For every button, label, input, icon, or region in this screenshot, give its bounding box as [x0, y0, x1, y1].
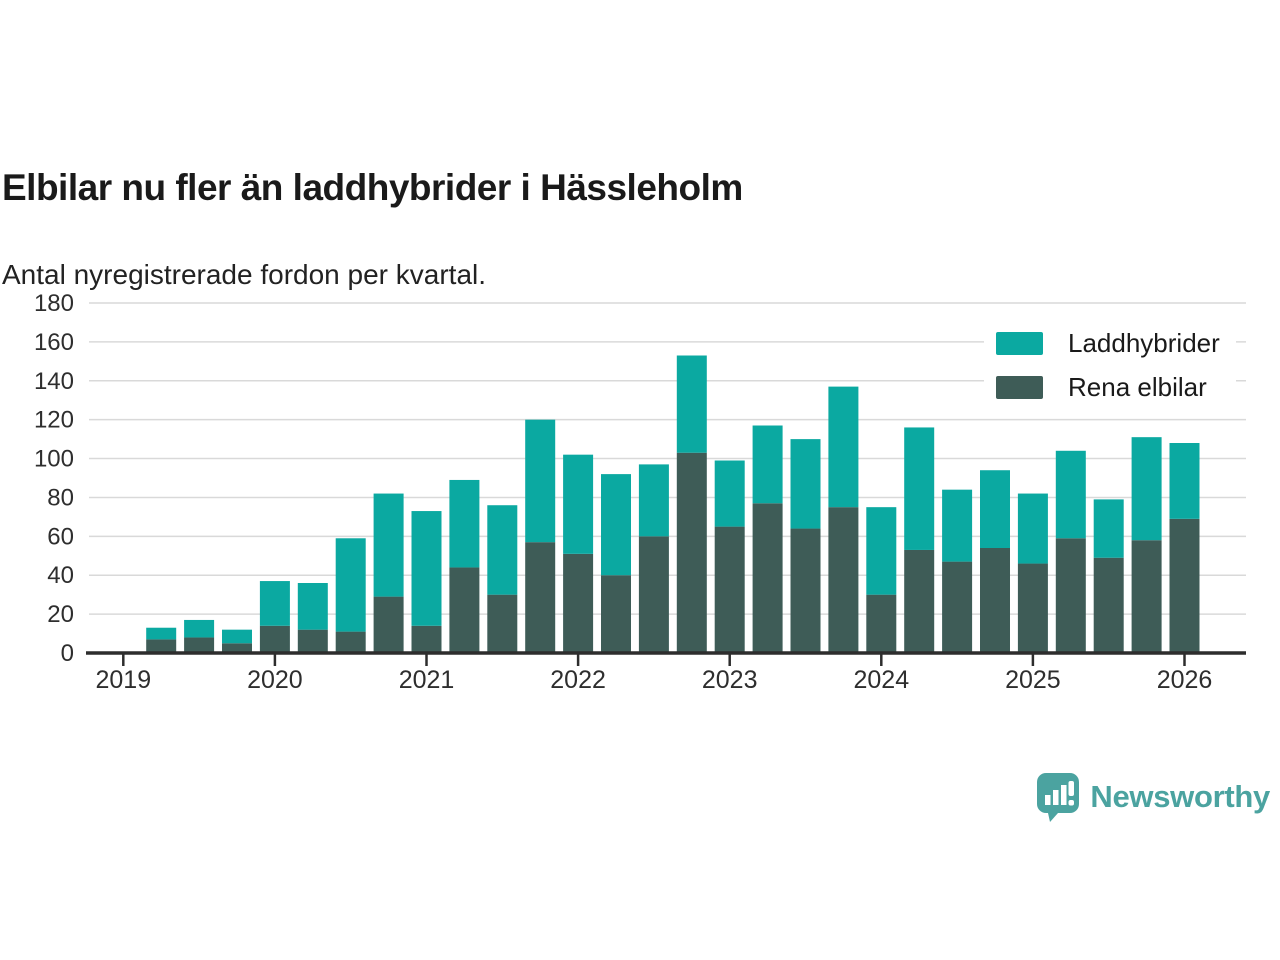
bar-segment-rena-elbilar [752, 503, 783, 653]
bars [146, 355, 1200, 653]
bar-segment-rena-elbilar [1169, 518, 1200, 653]
bar-segment-laddhybrider [146, 627, 177, 640]
bar-segment-rena-elbilar [449, 567, 480, 653]
bar-segment-rena-elbilar [525, 542, 556, 653]
bar-segment-rena-elbilar [184, 637, 215, 653]
newsworthy-brand-logo: Newsworthy [1035, 771, 1270, 823]
legend-item-label: Rena elbilar [1068, 372, 1207, 402]
bar-segment-rena-elbilar [411, 625, 442, 653]
bar-segment-laddhybrider [676, 355, 707, 453]
bar-segment-rena-elbilar [638, 536, 669, 653]
bar-segment-rena-elbilar [676, 452, 707, 653]
bar-segment-rena-elbilar [335, 631, 366, 653]
bar-segment-laddhybrider [411, 511, 442, 626]
bar-segment-laddhybrider [904, 427, 935, 550]
bar-segment-laddhybrider [942, 489, 973, 562]
page-subtitle: Antal nyregistrerade fordon per kvartal. [2, 259, 487, 290]
x-axis-tick-label: 2019 [95, 666, 151, 694]
x-axis-tick-label: 2020 [247, 666, 303, 694]
bar-segment-rena-elbilar [866, 594, 897, 653]
bar-segment-laddhybrider [449, 479, 480, 568]
bar-segment-rena-elbilar [563, 553, 594, 653]
bar-segment-rena-elbilar [1131, 540, 1162, 653]
bar-segment-laddhybrider [563, 454, 594, 554]
bar-segment-laddhybrider [335, 538, 366, 632]
bar-segment-rena-elbilar [1055, 538, 1086, 653]
bar-segment-laddhybrider [980, 470, 1010, 548]
chart-legend: Laddhybrider Rena elbilar [984, 320, 1236, 413]
bar-segment-laddhybrider [1055, 450, 1086, 539]
x-axis-tick-label: 2026 [1157, 666, 1213, 694]
bar-segment-laddhybrider [1131, 437, 1162, 541]
x-axis-tick-label: 2022 [550, 666, 606, 694]
bar-segment-laddhybrider [638, 464, 669, 537]
bar-segment-rena-elbilar [601, 575, 631, 653]
bar-segment-laddhybrider [184, 619, 215, 638]
bar-segment-rena-elbilar [714, 526, 745, 653]
bar-segment-rena-elbilar [373, 596, 404, 653]
bar-segment-rena-elbilar [487, 594, 518, 653]
legend-item-rena-elbilar: Rena elbilar [996, 372, 1220, 403]
bar-segment-laddhybrider [866, 507, 897, 595]
bar-segment-laddhybrider [222, 629, 252, 644]
bar-segment-rena-elbilar [942, 561, 973, 653]
bar-segment-laddhybrider [790, 439, 821, 529]
bar-segment-rena-elbilar [904, 549, 935, 653]
legend-swatch-rena-elbilar [996, 376, 1043, 399]
y-axis-tick-label: 40 [47, 562, 74, 589]
bar-segment-laddhybrider [828, 386, 859, 508]
bar-segment-laddhybrider [1169, 443, 1200, 519]
x-axis-tick-label: 2023 [702, 666, 758, 694]
bar-segment-laddhybrider [259, 581, 290, 626]
bar-segment-laddhybrider [601, 474, 631, 576]
bar-segment-laddhybrider [752, 425, 783, 504]
x-axis-tick-label: 2025 [1005, 666, 1061, 694]
bar-segment-laddhybrider [525, 419, 556, 543]
page-title: Elbilar nu fler än laddhybrider i Hässle… [2, 166, 743, 208]
bar-segment-rena-elbilar [980, 548, 1010, 653]
bar-segment-rena-elbilar [828, 507, 859, 653]
bar-segment-laddhybrider [714, 460, 745, 527]
y-axis-tick-label: 180 [34, 290, 74, 317]
legend-swatch-laddhybrider [996, 332, 1043, 355]
legend-item-label: Laddhybrider [1068, 328, 1220, 358]
y-axis-tick-label: 120 [34, 407, 74, 434]
y-axis-tick-label: 0 [61, 640, 74, 667]
y-axis-tick-label: 60 [47, 523, 74, 550]
x-axis-tick-label: 2021 [399, 666, 455, 694]
x-axis-tick-label: 2024 [853, 666, 909, 694]
y-axis-tick-label: 80 [47, 484, 74, 511]
bar-segment-rena-elbilar [790, 528, 821, 653]
y-axis-tick-label: 140 [34, 368, 74, 395]
bar-segment-rena-elbilar [146, 639, 177, 653]
bar-segment-laddhybrider [297, 583, 328, 630]
bar-segment-laddhybrider [373, 493, 404, 597]
y-axis-tick-label: 100 [34, 446, 74, 473]
bar-segment-rena-elbilar [1017, 563, 1048, 653]
bar-segment-laddhybrider [487, 505, 518, 595]
bar-segment-rena-elbilar [1093, 557, 1124, 653]
y-axis-tick-label: 20 [47, 601, 74, 628]
bar-segment-rena-elbilar [297, 629, 328, 653]
y-axis-labels: 0 20 40 60 80 100 120 140 160 180 [34, 290, 74, 667]
brand-name: Newsworthy [1090, 779, 1270, 814]
x-axis: 2019 2020 2021 2022 2023 2024 2025 2026 [86, 651, 1246, 694]
bar-segment-laddhybrider [1017, 493, 1048, 564]
bar-segment-rena-elbilar [259, 625, 290, 653]
bar-segment-laddhybrider [1093, 499, 1124, 558]
newsworthy-logo-icon [1037, 773, 1080, 822]
legend-item-laddhybrider: Laddhybrider [996, 328, 1220, 359]
bar-segment-rena-elbilar [222, 643, 252, 653]
y-axis-tick-label: 160 [34, 329, 74, 356]
